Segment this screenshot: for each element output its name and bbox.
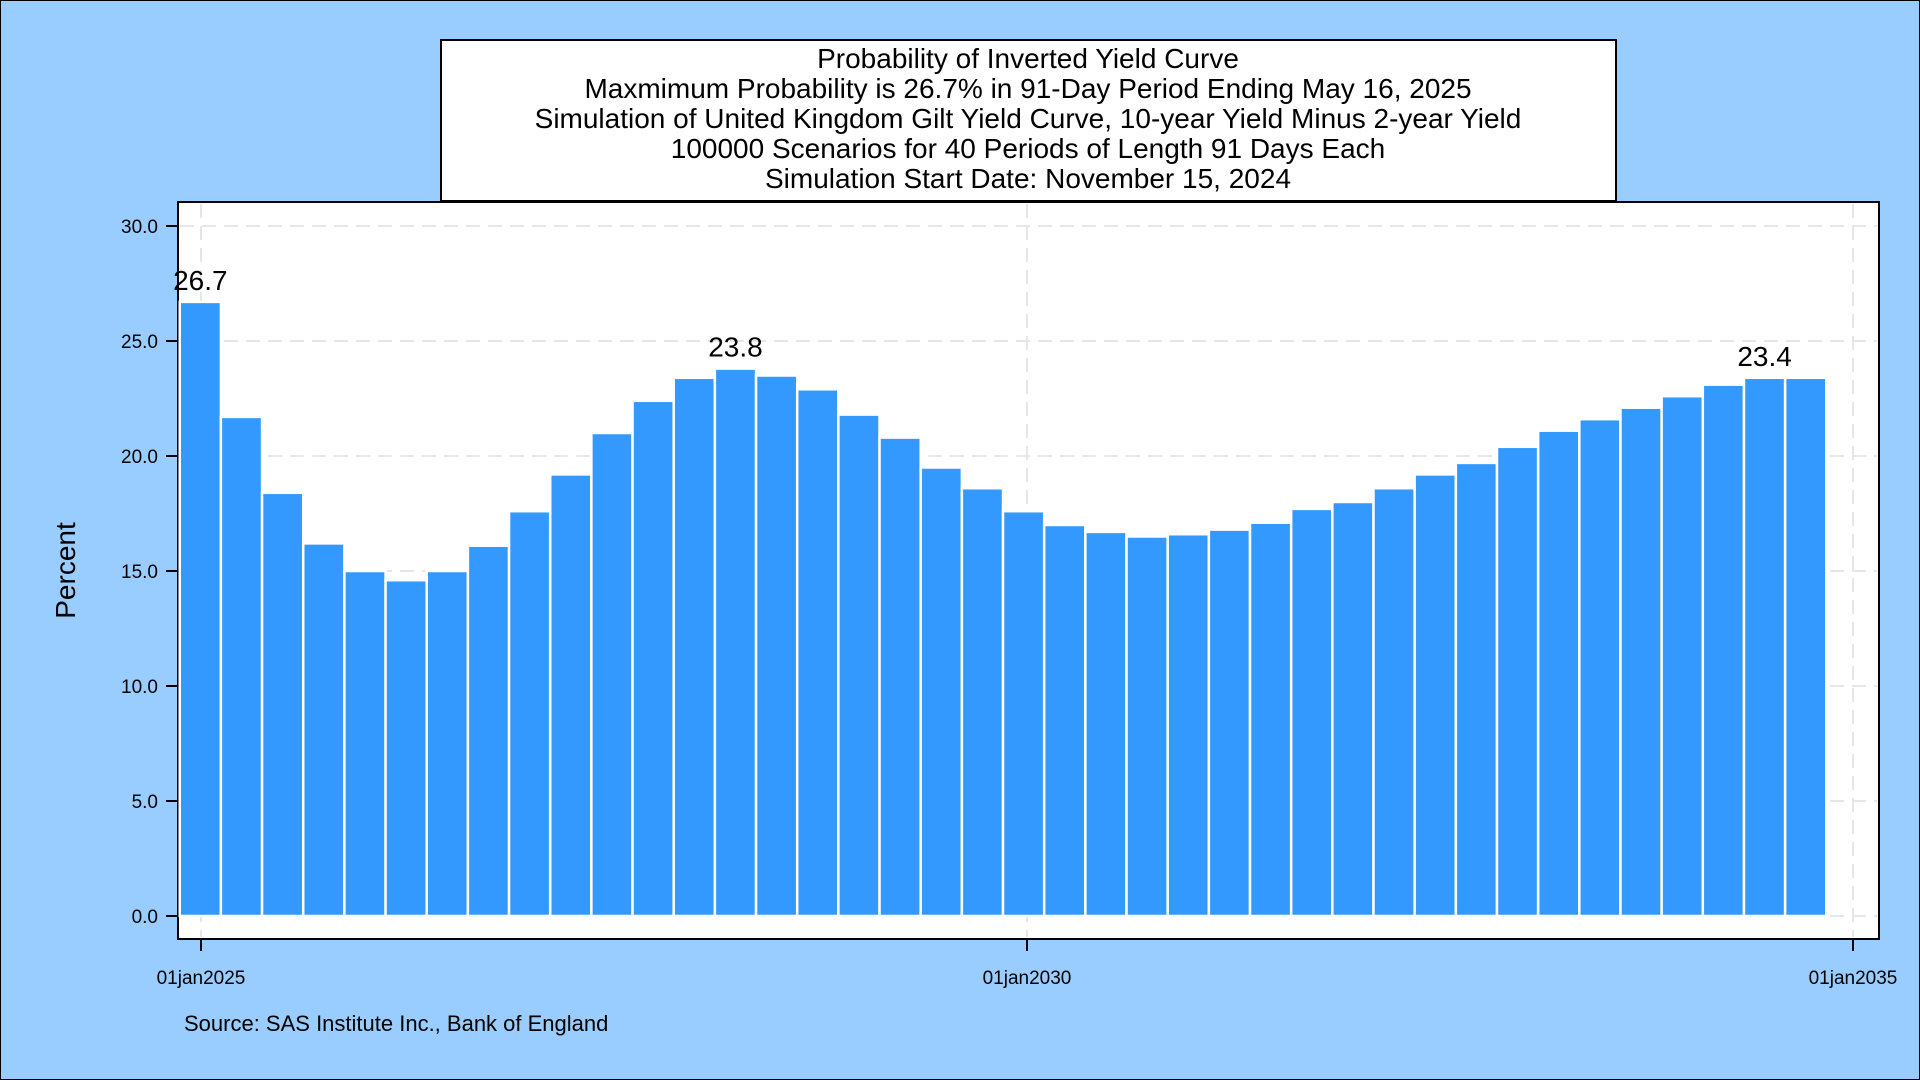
bar-25 [1166,532,1211,918]
chart-title: Probability of Inverted Yield CurveMaxmi… [535,43,1522,194]
bar-26 [1207,528,1252,918]
title-line-3: Simulation of United Kingdom Gilt Yield … [535,103,1522,134]
y-axis-title: Percent [50,522,81,619]
bar-40 [1783,376,1828,918]
bar-23 [1084,530,1128,918]
bar-34 [1536,429,1581,918]
y-tick-label-4: 20.0 [121,447,158,468]
bar-22 [1042,523,1087,918]
bar-9 [507,509,552,918]
bar-32 [1454,461,1499,918]
x-tick-label-0: 01jan2025 [157,968,246,989]
bar-4 [301,542,346,918]
bar-data-labels: 26.7 23.8 23.4 [173,265,1792,372]
bar-36 [1619,406,1663,918]
bar-3 [260,491,305,918]
bar-29 [1331,500,1375,918]
bar-2 [219,415,264,918]
bar-38 [1701,383,1746,918]
bar-33 [1495,445,1540,918]
bar-6 [384,578,428,918]
x-tick-label-1: 01jan2030 [983,968,1072,989]
bar-39 [1742,376,1787,918]
y-tick-label-5: 25.0 [121,332,158,353]
bars [178,300,1828,918]
bar-17 [837,413,881,918]
bar-19 [919,466,964,918]
y-tick-label-6: 30.0 [121,217,158,238]
x-axis: 01jan2025 01jan2030 01jan2035 [157,939,1898,989]
bar-label-1: 26.7 [173,265,228,296]
bar-37 [1660,394,1705,918]
x-tick-label-2: 01jan2035 [1809,968,1898,989]
bar-7 [425,569,470,918]
bar-1 [178,300,223,918]
bar-28 [1289,507,1334,918]
bar-label-14: 23.8 [708,332,763,363]
y-axis: 0.0 5.0 10.0 15.0 20.0 25.0 30.0 [121,217,178,928]
bar-20 [960,486,1005,918]
bar-12 [631,399,675,918]
bar-10 [548,473,593,918]
title-line-5: Simulation Start Date: November 15, 2024 [765,163,1291,194]
bar-5 [343,569,387,918]
y-tick-label-2: 10.0 [121,677,158,698]
bar-31 [1413,473,1458,918]
bar-27 [1248,521,1293,918]
y-tick-label-1: 5.0 [132,792,158,813]
bar-24 [1125,535,1169,918]
title-line-2: Maxmimum Probability is 26.7% in 91-Day … [584,73,1471,104]
source-footnote: Source: SAS Institute Inc., Bank of Engl… [184,1011,608,1036]
y-tick-label-3: 15.0 [121,562,158,583]
title-box [440,39,1617,202]
bar-35 [1578,417,1622,918]
title-line-1: Probability of Inverted Yield Curve [817,43,1239,74]
y-tick-label-0: 0.0 [132,907,158,928]
bar-label-39: 23.4 [1737,341,1792,372]
bar-15 [754,374,799,918]
bar-14 [713,367,758,918]
bar-13 [672,376,717,918]
bar-16 [795,388,840,918]
bar-8 [466,544,511,918]
bar-21 [1001,509,1046,918]
title-line-4: 100000 Scenarios for 40 Periods of Lengt… [671,133,1385,164]
bar-11 [590,431,634,918]
bar-30 [1372,486,1416,918]
bar-18 [878,436,922,918]
